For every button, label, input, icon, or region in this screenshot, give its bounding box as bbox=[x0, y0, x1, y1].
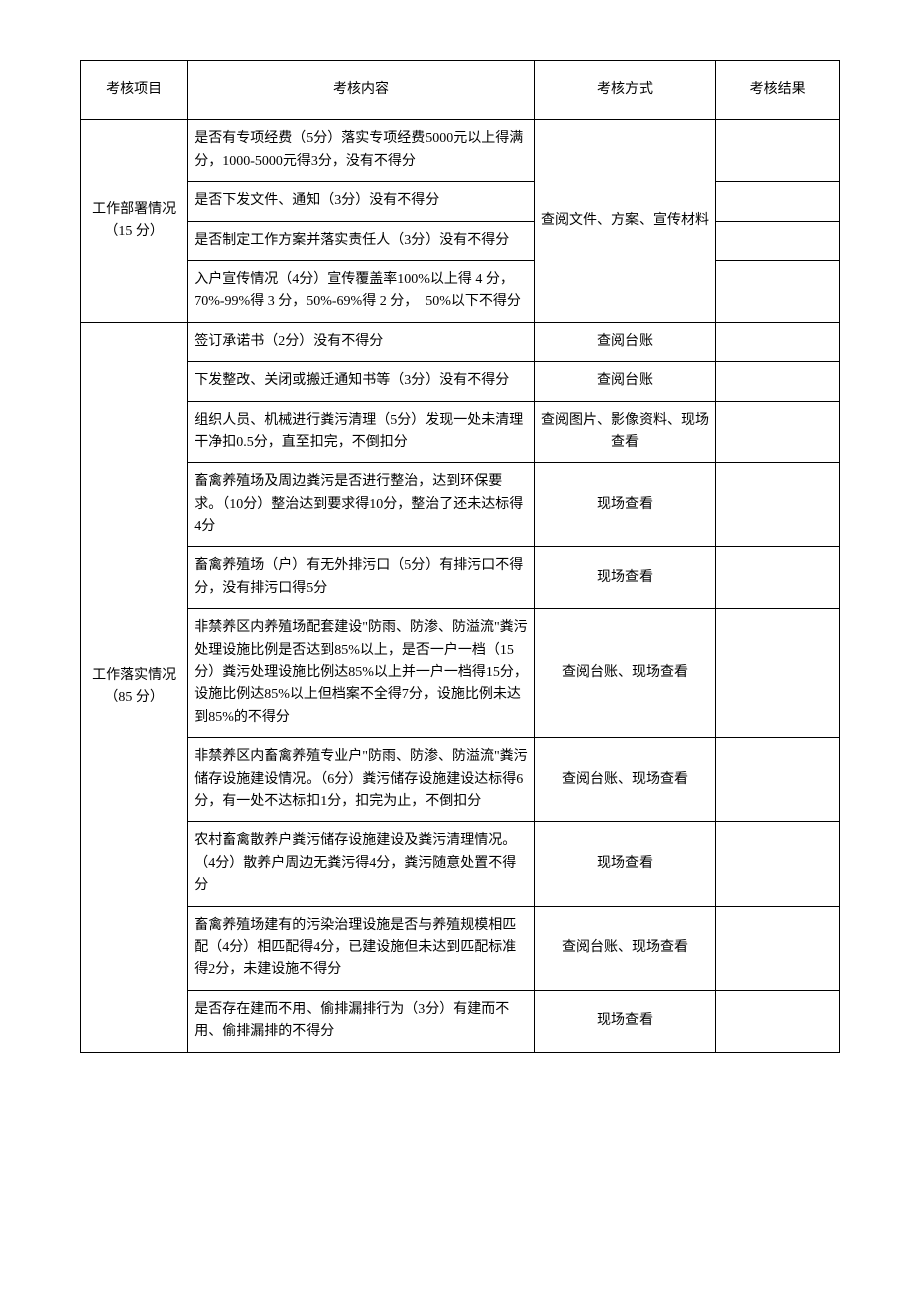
method-cell: 查阅图片、影像资料、现场查看 bbox=[534, 401, 715, 463]
header-content: 考核内容 bbox=[188, 61, 535, 120]
section-project-cell: 工作部署情况（15 分） bbox=[81, 120, 188, 322]
content-cell: 是否有专项经费（5分）落实专项经费5000元以上得满分，1000-5000元得3… bbox=[188, 120, 535, 182]
content-cell: 非禁养区内养殖场配套建设"防雨、防渗、防溢流"粪污处理设施比例是否达到85%以上… bbox=[188, 609, 535, 738]
table-row: 入户宣传情况（4分）宣传覆盖率100%以上得 4 分，70%-99%得 3 分，… bbox=[81, 260, 840, 322]
header-method: 考核方式 bbox=[534, 61, 715, 120]
table-row: 工作落实情况（85 分） 签订承诺书（2分）没有不得分 查阅台账 bbox=[81, 322, 840, 361]
header-result: 考核结果 bbox=[716, 61, 840, 120]
table-row: 畜禽养殖场（户）有无外排污口（5分）有排污口不得分，没有排污口得5分 现场查看 bbox=[81, 547, 840, 609]
content-cell: 畜禽养殖场及周边粪污是否进行整治，达到环保要求。（10分）整治达到要求得10分，… bbox=[188, 463, 535, 547]
result-cell bbox=[716, 221, 840, 260]
table-row: 是否下发文件、通知（3分）没有不得分 bbox=[81, 182, 840, 221]
table-row: 下发整改、关闭或搬迁通知书等（3分）没有不得分 查阅台账 bbox=[81, 362, 840, 401]
table-row: 是否制定工作方案并落实责任人（3分）没有不得分 bbox=[81, 221, 840, 260]
table-row: 工作部署情况（15 分） 是否有专项经费（5分）落实专项经费5000元以上得满分… bbox=[81, 120, 840, 182]
table-row: 组织人员、机械进行粪污清理（5分）发现一处未清理干净扣0.5分，直至扣完，不倒扣… bbox=[81, 401, 840, 463]
content-cell: 入户宣传情况（4分）宣传覆盖率100%以上得 4 分，70%-99%得 3 分，… bbox=[188, 260, 535, 322]
table-row: 畜禽养殖场及周边粪污是否进行整治，达到环保要求。（10分）整治达到要求得10分，… bbox=[81, 463, 840, 547]
content-cell: 是否存在建而不用、偷排漏排行为（3分）有建而不用、偷排漏排的不得分 bbox=[188, 990, 535, 1052]
result-cell bbox=[716, 120, 840, 182]
method-cell: 现场查看 bbox=[534, 822, 715, 906]
content-cell: 是否制定工作方案并落实责任人（3分）没有不得分 bbox=[188, 221, 535, 260]
method-cell: 查阅台账 bbox=[534, 322, 715, 361]
result-cell bbox=[716, 401, 840, 463]
result-cell bbox=[716, 362, 840, 401]
method-cell: 现场查看 bbox=[534, 463, 715, 547]
content-cell: 组织人员、机械进行粪污清理（5分）发现一处未清理干净扣0.5分，直至扣完，不倒扣… bbox=[188, 401, 535, 463]
table-row: 非禁养区内养殖场配套建设"防雨、防渗、防溢流"粪污处理设施比例是否达到85%以上… bbox=[81, 609, 840, 738]
content-cell: 是否下发文件、通知（3分）没有不得分 bbox=[188, 182, 535, 221]
table-row: 非禁养区内畜禽养殖专业户"防雨、防渗、防溢流"粪污储存设施建设情况。（6分）粪污… bbox=[81, 738, 840, 822]
result-cell bbox=[716, 463, 840, 547]
content-cell: 非禁养区内畜禽养殖专业户"防雨、防渗、防溢流"粪污储存设施建设情况。（6分）粪污… bbox=[188, 738, 535, 822]
result-cell bbox=[716, 609, 840, 738]
method-cell: 查阅台账、现场查看 bbox=[534, 906, 715, 990]
table-row: 畜禽养殖场建有的污染治理设施是否与养殖规模相匹配（4分）相匹配得4分，已建设施但… bbox=[81, 906, 840, 990]
method-cell: 查阅文件、方案、宣传材料 bbox=[534, 120, 715, 322]
method-cell: 现场查看 bbox=[534, 990, 715, 1052]
result-cell bbox=[716, 260, 840, 322]
result-cell bbox=[716, 738, 840, 822]
header-row: 考核项目 考核内容 考核方式 考核结果 bbox=[81, 61, 840, 120]
result-cell bbox=[716, 322, 840, 361]
method-cell: 查阅台账 bbox=[534, 362, 715, 401]
result-cell bbox=[716, 906, 840, 990]
header-project: 考核项目 bbox=[81, 61, 188, 120]
result-cell bbox=[716, 547, 840, 609]
method-cell: 现场查看 bbox=[534, 547, 715, 609]
content-cell: 农村畜禽散养户粪污储存设施建设及粪污清理情况。（4分）散养户周边无粪污得4分，粪… bbox=[188, 822, 535, 906]
content-cell: 畜禽养殖场（户）有无外排污口（5分）有排污口不得分，没有排污口得5分 bbox=[188, 547, 535, 609]
result-cell bbox=[716, 182, 840, 221]
assessment-table: 考核项目 考核内容 考核方式 考核结果 工作部署情况（15 分） 是否有专项经费… bbox=[80, 60, 840, 1053]
content-cell: 下发整改、关闭或搬迁通知书等（3分）没有不得分 bbox=[188, 362, 535, 401]
result-cell bbox=[716, 822, 840, 906]
method-cell: 查阅台账、现场查看 bbox=[534, 609, 715, 738]
content-cell: 签订承诺书（2分）没有不得分 bbox=[188, 322, 535, 361]
table-row: 是否存在建而不用、偷排漏排行为（3分）有建而不用、偷排漏排的不得分 现场查看 bbox=[81, 990, 840, 1052]
table-row: 农村畜禽散养户粪污储存设施建设及粪污清理情况。（4分）散养户周边无粪污得4分，粪… bbox=[81, 822, 840, 906]
result-cell bbox=[716, 990, 840, 1052]
method-cell: 查阅台账、现场查看 bbox=[534, 738, 715, 822]
content-cell: 畜禽养殖场建有的污染治理设施是否与养殖规模相匹配（4分）相匹配得4分，已建设施但… bbox=[188, 906, 535, 990]
section-project-cell: 工作落实情况（85 分） bbox=[81, 322, 188, 1052]
